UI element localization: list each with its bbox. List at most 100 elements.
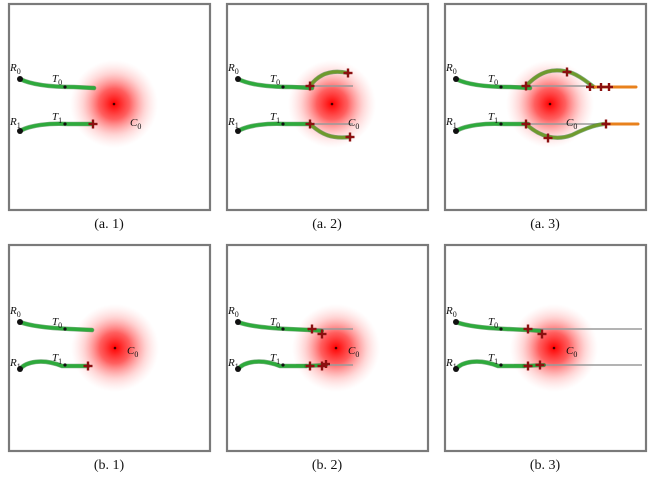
target-point xyxy=(499,363,503,367)
label-c0: C0 xyxy=(348,345,359,359)
start-point-r0 xyxy=(453,319,459,325)
panel-b1: R0 R1 T0 T1 C0 xyxy=(7,243,212,453)
trajectory-r0 xyxy=(235,319,313,333)
hazard-center xyxy=(334,346,338,350)
label-t0: T0 xyxy=(52,73,62,87)
label-t0: T0 xyxy=(270,73,280,87)
marker xyxy=(317,329,327,339)
branch-upper xyxy=(523,68,597,90)
marker xyxy=(521,81,531,91)
marker xyxy=(535,360,545,370)
label-t1: T1 xyxy=(52,352,62,366)
label-t1: T1 xyxy=(52,111,62,125)
start-point-r0 xyxy=(453,76,459,82)
label-r1: R1 xyxy=(445,116,457,130)
target-point xyxy=(499,327,503,331)
marker xyxy=(345,132,355,142)
label-t1: T1 xyxy=(488,111,498,125)
label-t0: T0 xyxy=(488,73,498,87)
label-c0: C0 xyxy=(566,117,577,131)
start-point-r0 xyxy=(235,319,241,325)
marker xyxy=(88,119,98,129)
target-point xyxy=(281,122,285,126)
label-r0: R0 xyxy=(9,62,21,76)
marker xyxy=(562,67,572,77)
marker xyxy=(543,133,553,143)
panel-caption: (a. 3) xyxy=(530,217,560,232)
panel-caption: (b. 2) xyxy=(311,458,343,473)
hazard-center xyxy=(552,346,556,350)
label-r0: R0 xyxy=(227,62,239,76)
start-point-r1 xyxy=(17,366,23,372)
start-point-r0 xyxy=(235,76,241,82)
label-r0: R0 xyxy=(9,305,21,319)
target-point xyxy=(63,363,67,367)
start-point-r1 xyxy=(453,128,459,134)
trajectory-r1 xyxy=(235,359,309,372)
trajectory-r0 xyxy=(453,76,533,91)
label-r0: R0 xyxy=(445,62,457,76)
label-r0: R0 xyxy=(445,305,457,319)
hazard-center xyxy=(112,102,116,106)
marker xyxy=(537,329,547,339)
target-point xyxy=(281,363,285,367)
target-point xyxy=(281,327,285,331)
panel-caption: (b. 1) xyxy=(93,458,125,473)
panel-caption: (a. 2) xyxy=(312,217,342,232)
marker xyxy=(605,83,613,91)
label-c0: C0 xyxy=(566,345,577,359)
start-point-r0 xyxy=(17,319,23,325)
marker xyxy=(601,119,611,129)
label-t1: T1 xyxy=(488,352,498,366)
hazard-center xyxy=(330,102,334,106)
marker xyxy=(521,119,531,129)
trajectory-r0 xyxy=(235,76,315,91)
start-point-r1 xyxy=(235,366,241,372)
target-point xyxy=(63,85,67,89)
label-t1: T1 xyxy=(270,111,280,125)
trajectory-r1 xyxy=(17,359,91,372)
label-r1: R1 xyxy=(227,116,239,130)
hazard-center xyxy=(548,102,552,106)
branch-lower xyxy=(523,121,607,140)
marker xyxy=(305,361,315,371)
marker xyxy=(83,361,93,371)
marker xyxy=(597,83,605,91)
target-point xyxy=(499,122,503,126)
trajectory-r0 xyxy=(17,76,97,91)
label-t1: T1 xyxy=(270,352,280,366)
panel-caption: (b. 3) xyxy=(529,458,561,473)
panel-a2: R0 R1 T0 T1 C0 xyxy=(225,2,430,212)
target-point xyxy=(499,85,503,89)
panel-a1: R0 R1 T0 T1 C0 xyxy=(7,2,212,212)
label-c0: C0 xyxy=(127,345,138,359)
panel-b2: R0 R1 T0 T1 C0 xyxy=(225,243,430,453)
label-r1: R1 xyxy=(9,357,21,371)
start-point-r1 xyxy=(235,128,241,134)
target-point xyxy=(281,85,285,89)
target-point xyxy=(63,122,67,126)
start-point-r1 xyxy=(17,128,23,134)
marker xyxy=(305,81,315,91)
target-point xyxy=(63,327,67,331)
trajectory-r1 xyxy=(453,121,531,134)
marker xyxy=(523,361,533,371)
panel-a3: R0 R1 T0 T1 C0 xyxy=(443,2,648,212)
label-r1: R1 xyxy=(227,357,239,371)
start-point-r1 xyxy=(453,366,459,372)
marker xyxy=(343,68,353,78)
marker xyxy=(586,83,594,91)
marker xyxy=(305,119,315,129)
label-t0: T0 xyxy=(270,316,280,330)
label-t0: T0 xyxy=(488,316,498,330)
trajectory-r1 xyxy=(453,359,527,372)
panel-b3: R0 R1 T0 T1 C0 xyxy=(443,243,648,453)
label-r0: R0 xyxy=(227,305,239,319)
label-t0: T0 xyxy=(52,316,62,330)
marker xyxy=(307,324,317,334)
panel-caption: (a. 1) xyxy=(94,217,124,232)
label-r1: R1 xyxy=(445,357,457,371)
label-c0: C0 xyxy=(130,117,141,131)
label-c0: C0 xyxy=(348,117,359,131)
